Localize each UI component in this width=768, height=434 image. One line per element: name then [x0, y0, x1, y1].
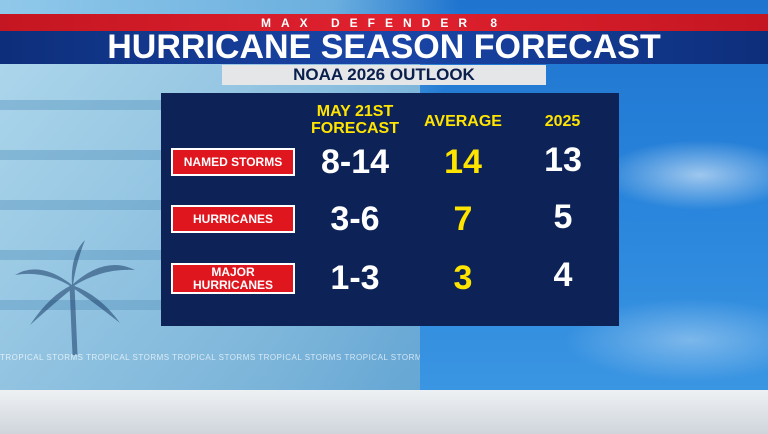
page-subtitle: NOAA 2026 OUTLOOK — [222, 65, 546, 85]
hurricanes-forecast-value: 3-6 — [330, 200, 380, 238]
named-storms-average-value: 14 — [444, 143, 482, 181]
named-storms-forecast-value: 8-14 — [320, 143, 390, 181]
page-title: HURRICANE SEASON FORECAST — [107, 28, 661, 66]
hurricanes-average-value: 7 — [453, 200, 473, 238]
palm-tree-icon — [15, 240, 135, 355]
hurricanes-2025-value: 5 — [553, 198, 573, 236]
brand-bar — [0, 14, 768, 32]
row-label-hurricanes: HURRICANES — [171, 205, 295, 233]
column-header-2025: 2025 — [544, 113, 581, 130]
background-ticker-text: TROPICAL STORMS TROPICAL STORMS TROPICAL… — [0, 353, 420, 362]
column-header-average: AVERAGE — [424, 113, 502, 130]
major-hurricanes-average-value: 3 — [453, 259, 473, 297]
named-storms-2025-value: 13 — [544, 141, 582, 179]
title-bar — [0, 31, 768, 64]
row-label-named-storms: NAMED STORMS — [171, 148, 295, 176]
brand-label: MAX DEFENDER 8 — [260, 16, 507, 30]
lower-bar — [0, 390, 768, 434]
row-label-major-hurricanes: MAJOR HURRICANES — [171, 263, 295, 294]
major-hurricanes-forecast-value: 1-3 — [330, 259, 380, 297]
column-header-forecast: MAY 21ST FORECAST — [311, 103, 399, 137]
major-hurricanes-2025-value: 4 — [553, 256, 573, 294]
